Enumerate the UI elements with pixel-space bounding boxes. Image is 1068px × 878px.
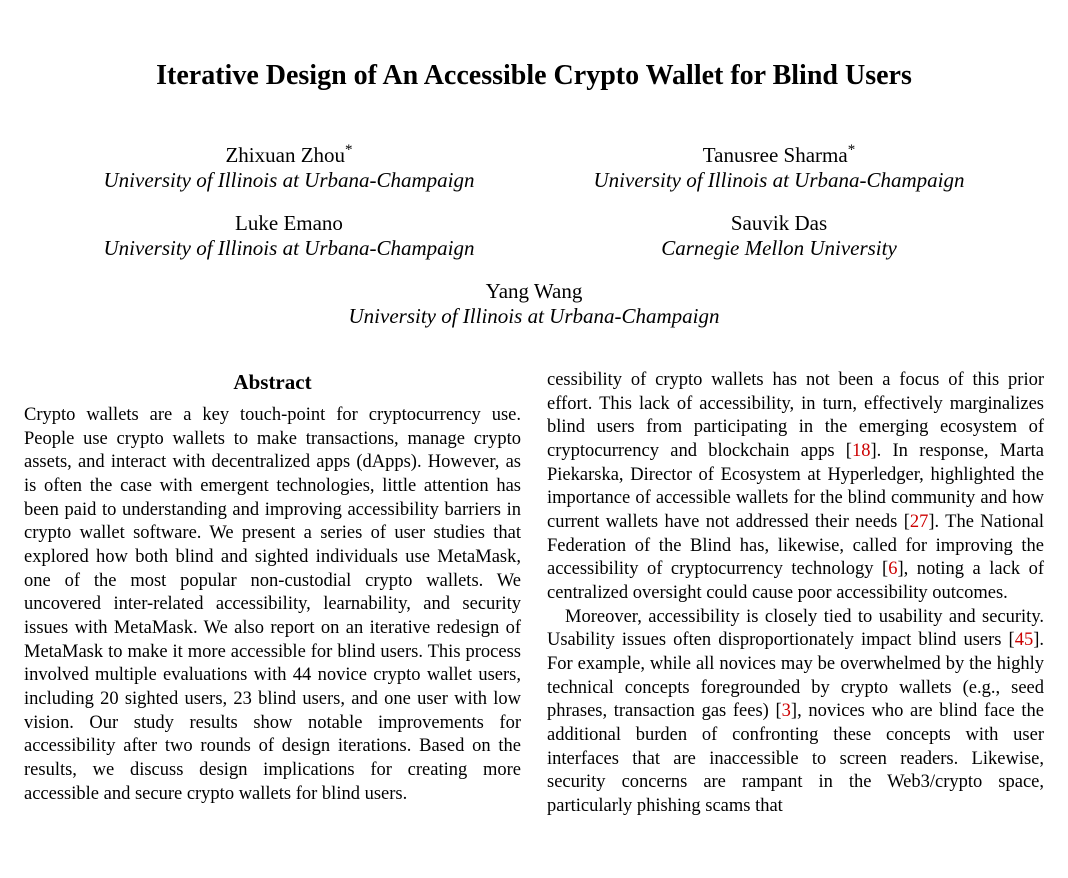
right-column: cessibility of crypto wallets has not be… [547,369,1044,819]
author-name: Luke Emano [44,211,534,236]
author-name: Tanusree Sharma* [534,142,1024,168]
abstract-heading: Abstract [24,369,521,396]
body-paragraph-1: cessibility of crypto wallets has not be… [547,369,1044,606]
citation: 3 [782,701,791,721]
citation: 45 [1015,630,1034,650]
author-affiliation: University of Illinois at Urbana-Champai… [44,168,534,193]
authors-section: Zhixuan Zhou* University of Illinois at … [20,142,1048,329]
body-paragraph-2: Moreover, accessibility is closely tied … [547,606,1044,819]
author-row-3: Yang Wang University of Illinois at Urba… [20,279,1048,329]
citation: 27 [910,512,929,532]
author-affiliation: Carnegie Mellon University [534,236,1024,261]
author-name: Yang Wang [20,279,1048,304]
paper-title: Iterative Design of An Accessible Crypto… [20,60,1048,92]
author-affiliation: University of Illinois at Urbana-Champai… [44,236,534,261]
citation: 18 [852,441,871,461]
author-block: Yang Wang University of Illinois at Urba… [20,279,1048,329]
author-name: Sauvik Das [534,211,1024,236]
author-affiliation: University of Illinois at Urbana-Champai… [20,304,1048,329]
author-sup: * [345,142,353,158]
author-name: Zhixuan Zhou* [44,142,534,168]
author-row-2: Luke Emano University of Illinois at Urb… [20,211,1048,261]
content-columns: Abstract Crypto wallets are a key touch-… [20,369,1048,819]
author-sup: * [848,142,856,158]
author-block: Sauvik Das Carnegie Mellon University [534,211,1024,261]
author-row-1: Zhixuan Zhou* University of Illinois at … [20,142,1048,193]
author-affiliation: University of Illinois at Urbana-Champai… [534,168,1024,193]
author-block: Tanusree Sharma* University of Illinois … [534,142,1024,193]
author-block: Zhixuan Zhou* University of Illinois at … [44,142,534,193]
author-block: Luke Emano University of Illinois at Urb… [44,211,534,261]
left-column: Abstract Crypto wallets are a key touch-… [24,369,521,819]
abstract-text: Crypto wallets are a key touch-point for… [24,404,521,806]
